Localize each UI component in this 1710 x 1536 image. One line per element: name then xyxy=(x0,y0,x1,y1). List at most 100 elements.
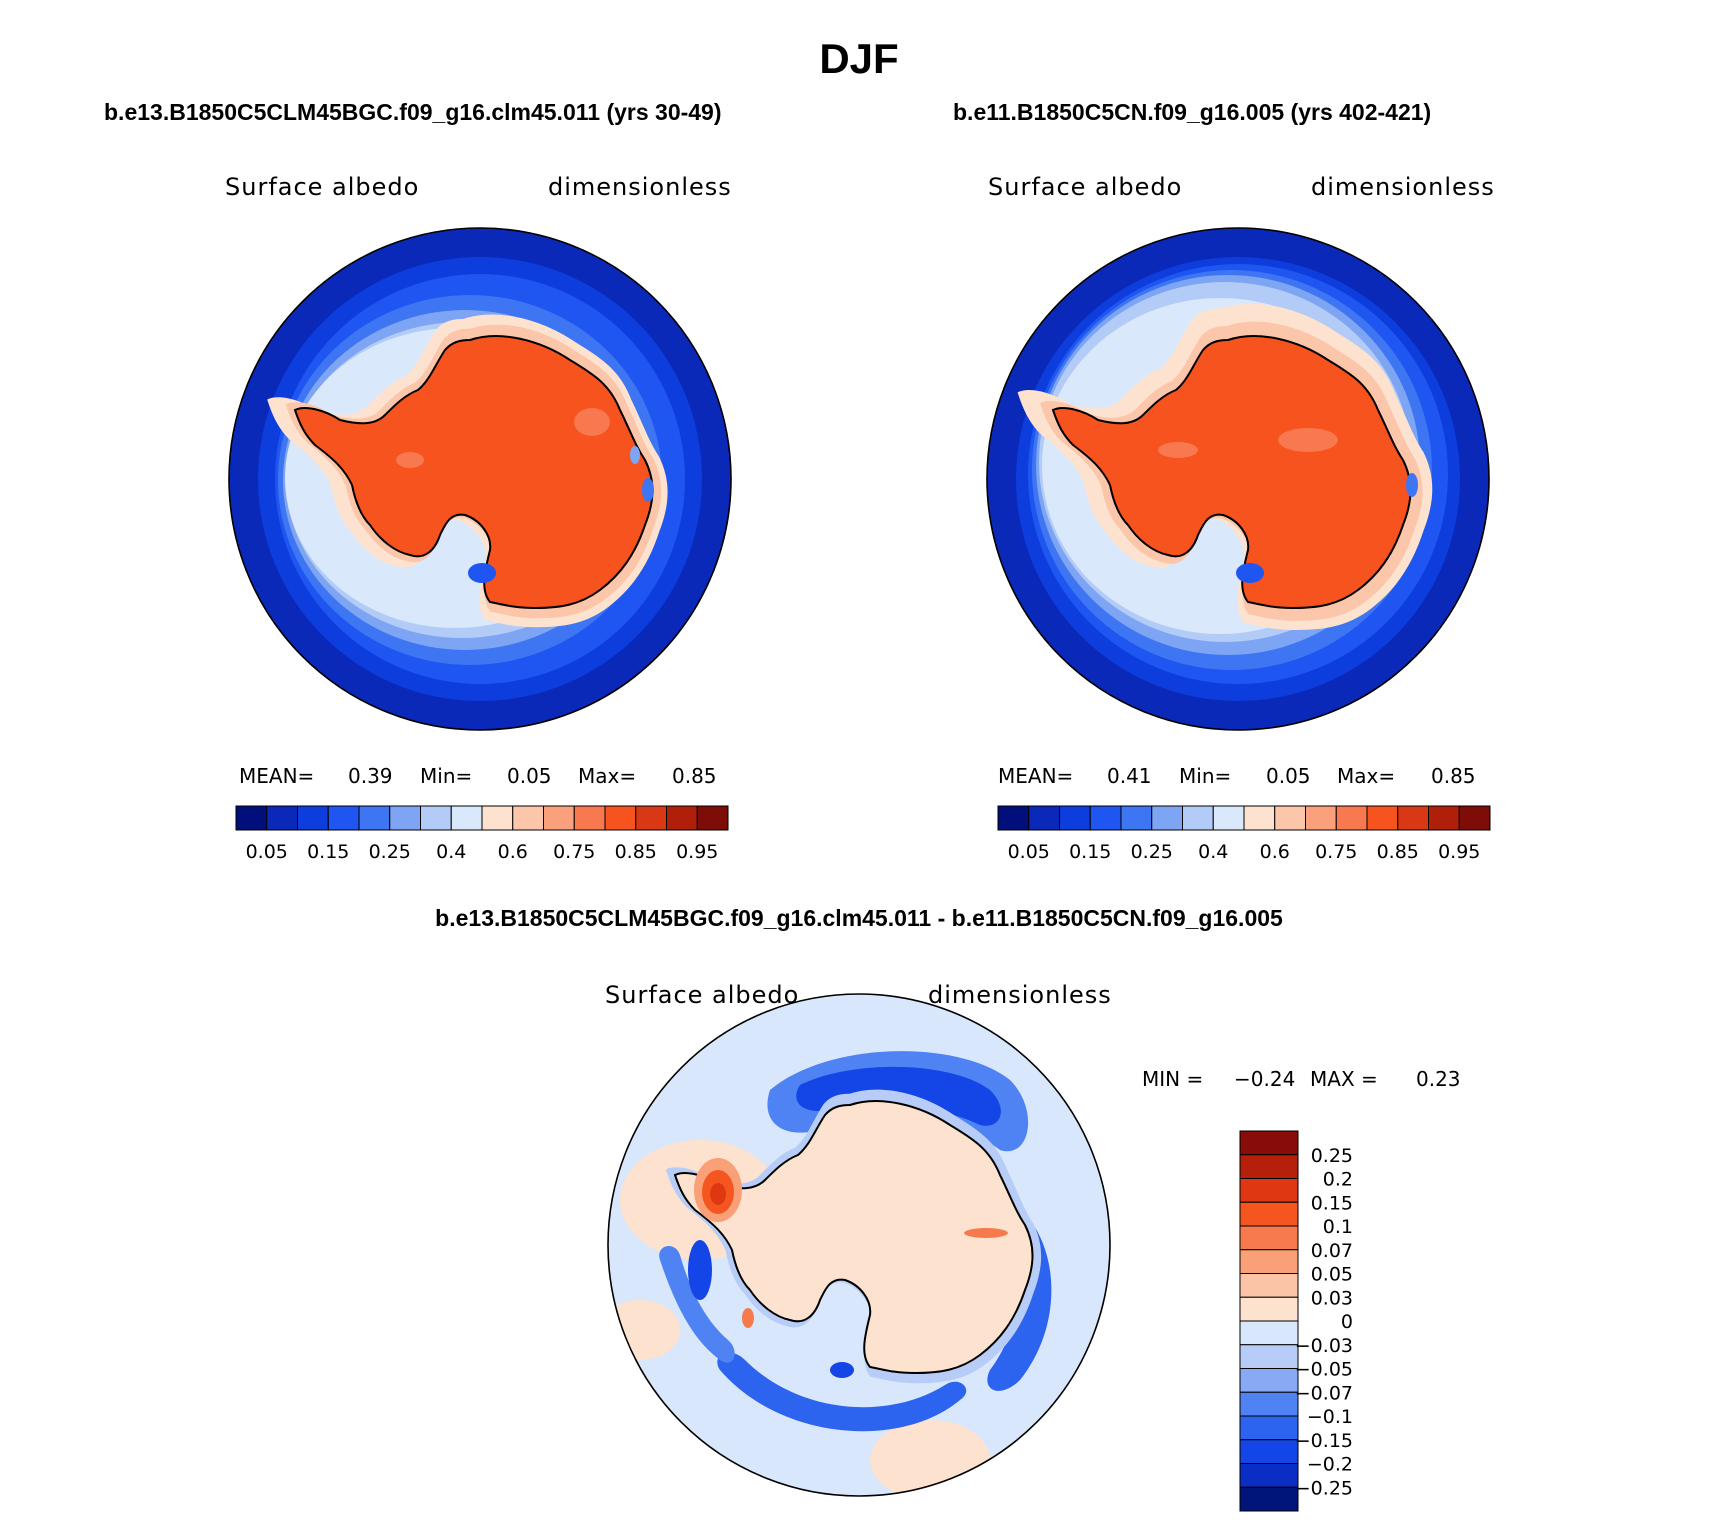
diff-min-label: MIN = xyxy=(1142,1067,1203,1091)
colorbar-tick-label: −0.03 xyxy=(1295,1335,1353,1357)
colorbar-tick-label: 0.6 xyxy=(1260,841,1290,863)
colorbar-swatch xyxy=(997,805,1030,831)
polar-map-case xyxy=(229,228,731,730)
stats-mean-label-control: MEAN= xyxy=(998,764,1073,788)
colorbar-swatch xyxy=(1428,805,1460,831)
colorbar-labels-control: 0.05 0.15 0.25 0.4 0.6 0.75 0.85 0.95 xyxy=(1008,841,1481,863)
colorbar-tick-label: 0.4 xyxy=(436,841,466,863)
panel-case-variable: Surface albedo xyxy=(225,173,419,201)
panel-control: b.e11.B1850C5CN.f09_g16.005 (yrs 402-421… xyxy=(953,99,1495,863)
difference-title: b.e13.B1850C5CLM45BGC.f09_g16.clm45.011 … xyxy=(435,905,1283,931)
colorbar-swatch xyxy=(1239,1368,1299,1393)
colorbar-tick-label: −0.25 xyxy=(1295,1477,1353,1499)
colorbar-tick-label: −0.05 xyxy=(1295,1359,1353,1381)
stats-min-case: 0.05 xyxy=(507,764,552,788)
colorbar-swatch xyxy=(1028,805,1060,831)
panel-difference: b.e13.B1850C5CLM45BGC.f09_g16.clm45.011 … xyxy=(435,905,1461,1512)
colorbar-tick-label: 0.85 xyxy=(615,841,657,863)
panel-case: b.e13.B1850C5CLM45BGC.f09_g16.clm45.011 … xyxy=(104,99,732,863)
difference-units: dimensionless xyxy=(928,981,1112,1009)
colorbar-swatch xyxy=(1305,805,1337,831)
colorbar-tick-label: 0.95 xyxy=(1438,841,1480,863)
colorbar-swatch xyxy=(1243,805,1276,831)
colorbar-swatch xyxy=(1274,805,1306,831)
colorbar-tick-label: 0.25 xyxy=(1311,1145,1353,1167)
colorbar-swatch xyxy=(450,805,483,831)
colorbar-swatch xyxy=(297,805,329,831)
colorbar-tick-label: 0.05 xyxy=(246,841,288,863)
stats-mean-control: 0.41 xyxy=(1107,764,1152,788)
colorbar-tick-label: 0.75 xyxy=(553,841,595,863)
colorbar-swatch xyxy=(1239,1486,1299,1512)
stats-max-label-case: Max= xyxy=(578,764,636,788)
colorbar-tick-label: 0.95 xyxy=(676,841,718,863)
colorbar-labels-difference: 0.250.20.150.10.070.050.030−0.03−0.05−0.… xyxy=(1295,1145,1353,1500)
colorbar-swatch xyxy=(573,805,606,831)
colorbar-tick-label: 0.25 xyxy=(369,841,411,863)
panel-case-units: dimensionless xyxy=(548,173,732,201)
colorbar-swatch xyxy=(327,805,360,831)
colorbar-tick-label: −0.1 xyxy=(1307,1406,1353,1428)
panel-case-title: b.e13.B1850C5CLM45BGC.f09_g16.clm45.011 … xyxy=(104,99,722,125)
diff-max-value: 0.23 xyxy=(1416,1067,1461,1091)
colorbar-swatch xyxy=(1397,805,1429,831)
colorbar-tick-label: −0.2 xyxy=(1307,1454,1353,1476)
colorbar-swatch xyxy=(389,805,421,831)
diff-min-value: −0.24 xyxy=(1234,1067,1295,1091)
colorbar-swatch xyxy=(481,805,514,831)
colorbar-swatch xyxy=(1239,1178,1299,1203)
colorbar-swatch xyxy=(604,805,637,831)
colorbar-swatch xyxy=(420,805,452,831)
colorbar-difference xyxy=(1239,1130,1299,1512)
colorbar-tick-label: 0.15 xyxy=(1069,841,1111,863)
colorbar-tick-label: −0.15 xyxy=(1295,1430,1353,1452)
colorbar-swatch xyxy=(1239,1249,1299,1274)
colorbar-tick-label: 0.05 xyxy=(1311,1264,1353,1286)
map-border-control xyxy=(986,227,1490,731)
colorbar-swatch xyxy=(1239,1415,1299,1441)
colorbar-swatch xyxy=(1120,805,1153,831)
panel-control-units: dimensionless xyxy=(1311,173,1495,201)
stats-mean-case: 0.39 xyxy=(348,764,393,788)
colorbar-swatch xyxy=(1239,1296,1299,1322)
colorbar-control xyxy=(997,805,1491,831)
colorbar-swatch xyxy=(1239,1130,1299,1156)
colorbar-tick-label: 0.03 xyxy=(1311,1287,1353,1309)
colorbar-tick-label: 0.2 xyxy=(1323,1169,1353,1191)
stats-min-label-case: Min= xyxy=(420,764,472,788)
colorbar-swatch xyxy=(1239,1201,1299,1227)
colorbar-tick-label: 0.85 xyxy=(1377,841,1419,863)
colorbar-tick-label: −0.07 xyxy=(1295,1382,1353,1404)
colorbar-swatch xyxy=(1212,805,1245,831)
colorbar-swatch xyxy=(1239,1391,1299,1417)
colorbar-tick-label: 0.25 xyxy=(1131,841,1173,863)
colorbar-swatch xyxy=(696,805,729,831)
panel-control-variable: Surface albedo xyxy=(988,173,1182,201)
stats-max-control: 0.85 xyxy=(1431,764,1476,788)
polar-map-control xyxy=(987,228,1489,730)
colorbar-swatch xyxy=(1239,1320,1299,1346)
colorbar-swatch xyxy=(1366,805,1399,831)
colorbar-swatch xyxy=(1239,1439,1299,1464)
colorbar-swatch xyxy=(1182,805,1214,831)
colorbar-swatch xyxy=(1239,1273,1299,1298)
main-title: DJF xyxy=(819,35,898,82)
colorbar-swatch xyxy=(1059,805,1091,831)
difference-variable: Surface albedo xyxy=(605,981,799,1009)
colorbar-swatch xyxy=(1239,1463,1299,1488)
colorbar-tick-label: 0.6 xyxy=(498,841,528,863)
stats-max-label-control: Max= xyxy=(1337,764,1395,788)
stats-mean-label-case: MEAN= xyxy=(239,764,314,788)
colorbar-swatch xyxy=(666,805,698,831)
stats-max-case: 0.85 xyxy=(672,764,717,788)
colorbar-tick-label: 0.07 xyxy=(1311,1240,1353,1262)
colorbar-swatch xyxy=(235,805,268,831)
colorbar-swatch xyxy=(1239,1225,1299,1251)
diff-max-label: MAX = xyxy=(1310,1067,1378,1091)
colorbar-tick-label: 0.15 xyxy=(1311,1192,1353,1214)
colorbar-labels-case: 0.05 0.15 0.25 0.4 0.6 0.75 0.85 0.95 xyxy=(246,841,719,863)
colorbar-swatch xyxy=(266,805,298,831)
colorbar-swatch xyxy=(1239,1154,1299,1179)
colorbar-swatch xyxy=(635,805,667,831)
